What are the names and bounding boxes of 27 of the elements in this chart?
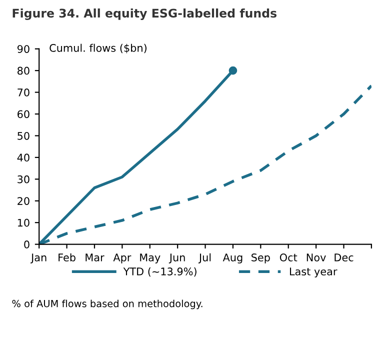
x-tick-label: Dec [334,254,354,262]
y-tick-label: 90 [17,45,30,53]
x-tick-label: Feb [58,253,76,262]
x-tick-label: Jan [30,254,46,264]
legend-label: YTD (~13.9%) [123,267,196,277]
y-tick-label: 10 [18,218,30,227]
y-tick-label: 80 [18,66,30,75]
y-tick-label: 70 [18,88,30,96]
x-tick-label: Jul [198,253,211,264]
x-tick-label: Oct [280,254,298,262]
y-tick-label: 40 [17,154,30,162]
y-axis-title: Cumul. flows ($bn) [50,44,146,54]
y-tick-label: 50 [18,132,30,140]
x-tick-label: Apr [113,254,132,264]
x-tick-label: Sep [252,254,270,264]
y-tick-label: 20 [18,197,30,205]
x-tick-label: Jun [168,254,185,264]
chart-title: Figure 34. All equity ESG-labelled funds [12,8,277,20]
y-tick-label: 60 [18,110,30,118]
x-tick-label: Nov [306,254,326,262]
x-tick-label: Mar [86,254,104,262]
x-tick-label: Aug [222,254,242,264]
legend-label: Last year [290,268,338,278]
text: % of AUM flows based on methodology. [12,300,202,310]
y-tick-label: 30 [18,175,30,184]
x-tick-label: May [140,254,160,264]
y-tick-label: 0 [24,240,30,248]
